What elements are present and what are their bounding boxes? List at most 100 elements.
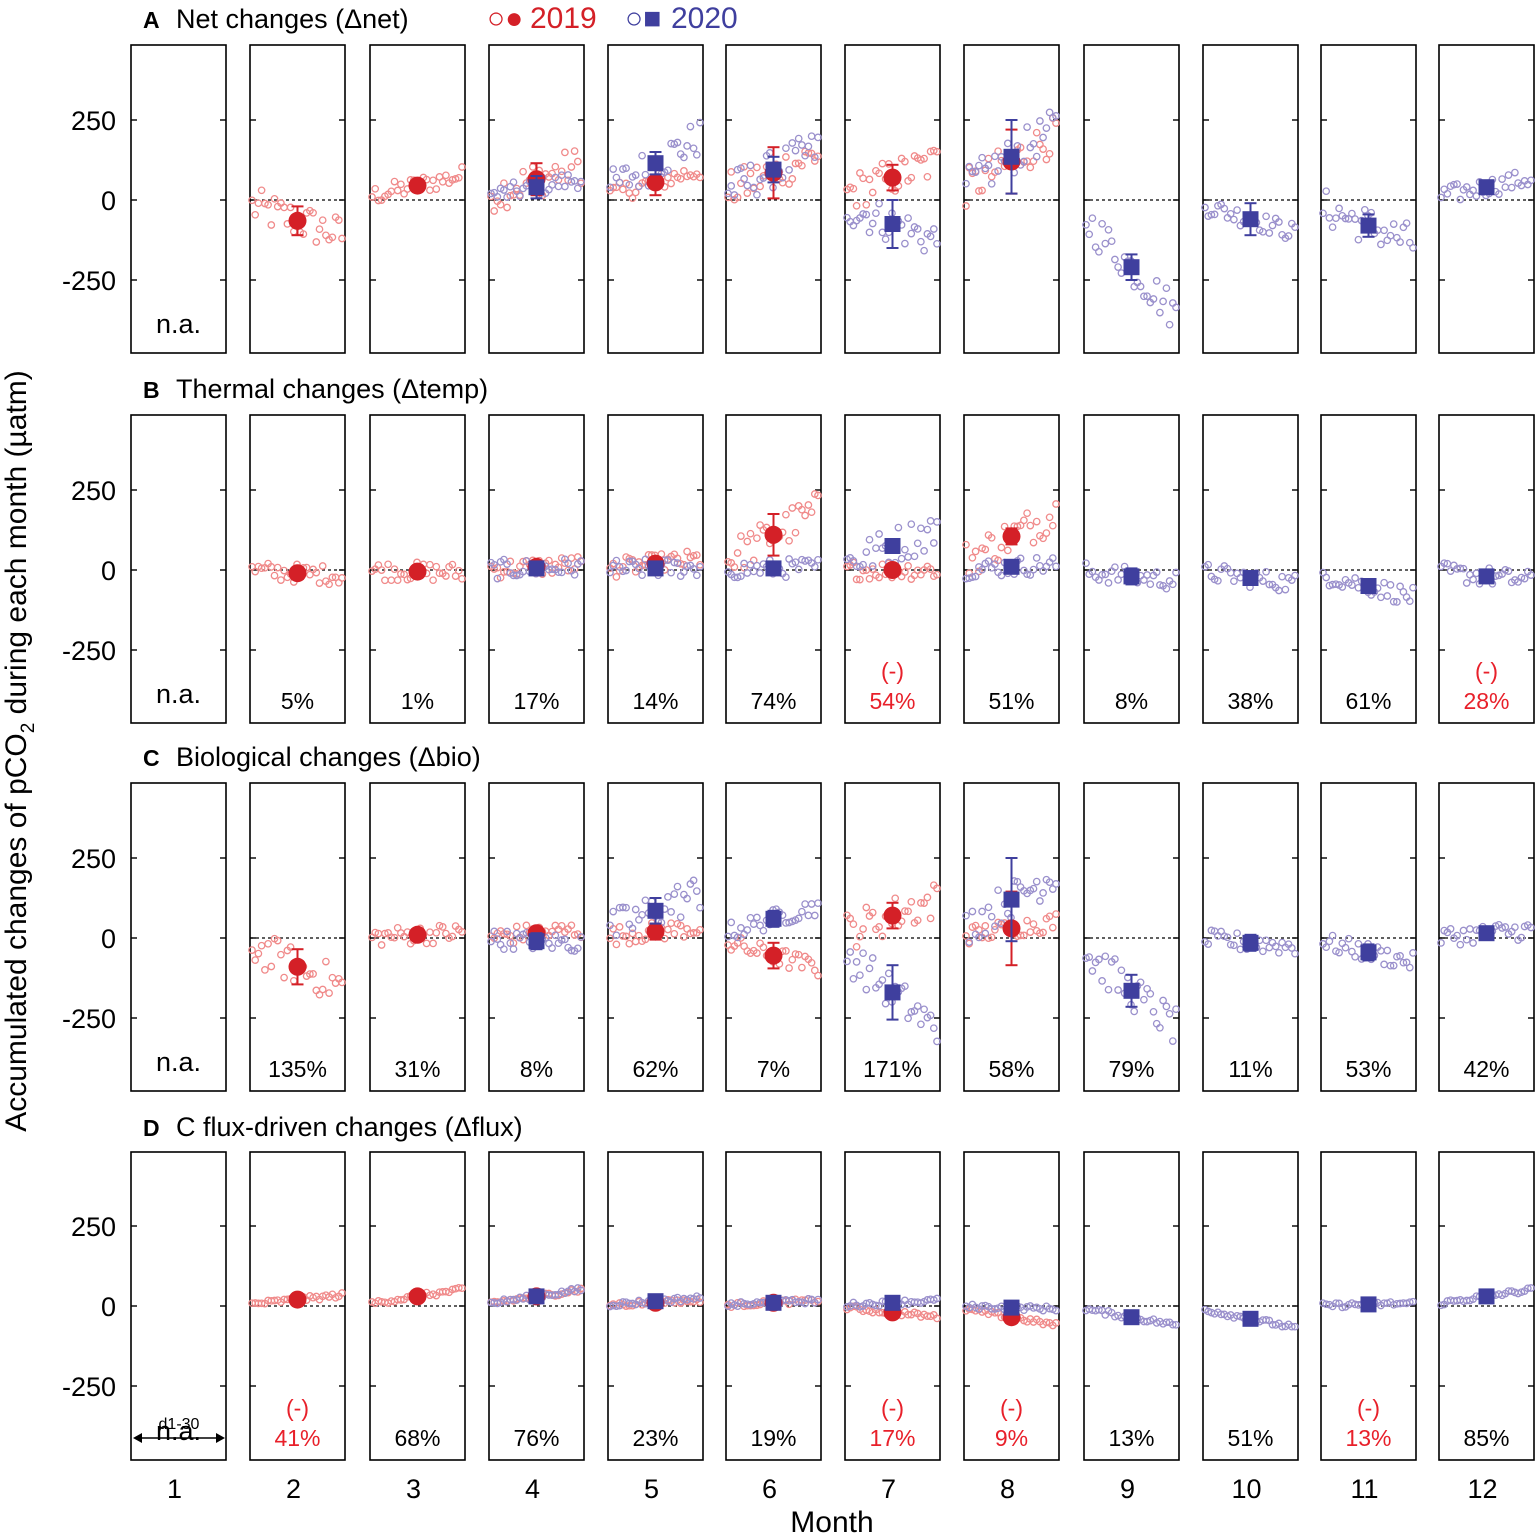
mean-point-2020 <box>647 155 664 172</box>
daily-point-2020 <box>907 229 916 238</box>
daily-point-2019 <box>878 932 887 941</box>
daily-point-2020 <box>1409 243 1417 252</box>
month-frame <box>130 782 227 1092</box>
daily-point-2019 <box>390 177 399 186</box>
daily-point-2019 <box>753 534 761 543</box>
daily-point-2019 <box>875 573 883 582</box>
daily-point-2019 <box>782 510 790 519</box>
daily-point-2019 <box>926 565 935 573</box>
mean-point-2019 <box>646 922 665 941</box>
daily-point-2020 <box>1287 944 1296 952</box>
daily-point-2020 <box>1281 585 1290 594</box>
daily-point-2020 <box>1159 297 1167 306</box>
daily-point-2020 <box>1101 239 1110 248</box>
daily-point-2020 <box>1172 303 1180 312</box>
daily-point-2019 <box>435 569 444 578</box>
daily-point-2020 <box>978 565 986 574</box>
mean-point-2020 <box>1123 982 1140 999</box>
daily-point-2020 <box>1233 929 1241 938</box>
daily-point-2019 <box>315 225 324 234</box>
daily-point-2020 <box>749 183 758 192</box>
percent-label: 14% <box>632 688 678 714</box>
daily-point-2020 <box>1354 939 1363 948</box>
month-box-5: 23% <box>606 1151 704 1461</box>
daily-point-2020 <box>971 572 980 581</box>
na-label: n.a. <box>156 679 201 709</box>
daily-point-2019 <box>680 167 688 175</box>
month-frame <box>725 44 822 354</box>
daily-point-2020 <box>1462 183 1471 191</box>
daily-point-2020 <box>814 1295 822 1304</box>
daily-point-2020 <box>1278 572 1286 581</box>
mean-point-2020 <box>765 910 782 927</box>
daily-point-2019 <box>753 949 761 957</box>
daily-point-2020 <box>1172 1005 1180 1014</box>
month-box-9: 8% <box>1082 414 1180 724</box>
month-box-3: 31% <box>368 782 466 1092</box>
daily-point-2019 <box>791 528 800 537</box>
daily-point-2020 <box>548 181 556 189</box>
daily-point-2020 <box>1271 942 1280 951</box>
daily-point-2019 <box>280 566 288 575</box>
daily-point-2020 <box>567 178 576 186</box>
daily-point-2020 <box>917 524 925 533</box>
daily-point-2020 <box>1469 575 1477 584</box>
daily-point-2020 <box>907 1008 916 1016</box>
daily-point-2020 <box>929 1024 938 1033</box>
daily-point-2019 <box>338 574 346 582</box>
daily-point-2019 <box>1020 931 1028 940</box>
daily-point-2019 <box>667 919 675 928</box>
month-box-8: 51% <box>962 414 1060 724</box>
daily-point-2019 <box>933 884 941 893</box>
mean-point-2020 <box>884 1294 901 1311</box>
daily-point-2019 <box>426 186 434 195</box>
daily-point-2020 <box>904 1014 912 1023</box>
daily-point-2020 <box>856 1302 864 1311</box>
daily-point-2019 <box>393 576 402 585</box>
daily-point-2019 <box>325 580 333 589</box>
month-box-3: 1% <box>368 414 466 724</box>
panel-B: B Thermal changes (Δtemp) 250 0 -250 n.a. 5% 1%… <box>62 374 1535 724</box>
daily-point-2019 <box>696 173 704 182</box>
daily-point-2019 <box>933 147 941 156</box>
daily-point-2019 <box>865 175 874 184</box>
daily-point-2020 <box>664 556 672 564</box>
daily-point-2020 <box>1039 133 1047 142</box>
daily-point-2019 <box>1045 912 1054 921</box>
mean-point-2020 <box>1478 179 1495 196</box>
daily-point-2020 <box>667 568 675 577</box>
daily-point-2020 <box>1527 923 1535 932</box>
daily-point-2019 <box>788 175 797 183</box>
daily-point-2020 <box>1332 214 1340 223</box>
daily-point-2019 <box>692 551 701 559</box>
percent-label: 38% <box>1227 688 1273 714</box>
daily-point-2020 <box>1396 582 1404 591</box>
daily-point-2020 <box>1052 880 1060 888</box>
mean-point-2020 <box>1003 1299 1020 1316</box>
daily-point-2020 <box>1462 935 1471 944</box>
daily-point-2019 <box>753 163 761 172</box>
daily-point-2020 <box>846 948 855 956</box>
percent-label: 13% <box>1108 1425 1154 1451</box>
mean-point-2019 <box>883 906 902 925</box>
daily-point-2020 <box>1396 952 1404 960</box>
daily-point-2020 <box>1383 592 1392 600</box>
daily-point-2019 <box>1023 509 1031 518</box>
daily-point-2020 <box>1386 231 1395 240</box>
daily-point-2020 <box>794 914 803 923</box>
daily-point-2020 <box>884 969 893 978</box>
y-tick-label: -250 <box>62 266 116 296</box>
daily-point-2020 <box>756 921 764 930</box>
daily-point-2019 <box>907 173 916 182</box>
daily-point-2019 <box>782 947 790 955</box>
daily-point-2020 <box>1393 598 1401 606</box>
percent-label: 62% <box>632 1056 678 1082</box>
daily-point-2020 <box>503 560 511 568</box>
daily-point-2020 <box>991 1305 999 1313</box>
daily-point-2020 <box>987 912 996 921</box>
daily-point-2020 <box>1162 284 1171 293</box>
mean-point-2019 <box>288 564 307 583</box>
daily-point-2019 <box>280 973 288 982</box>
daily-point-2019 <box>1016 931 1025 940</box>
daily-point-2019 <box>390 933 399 942</box>
